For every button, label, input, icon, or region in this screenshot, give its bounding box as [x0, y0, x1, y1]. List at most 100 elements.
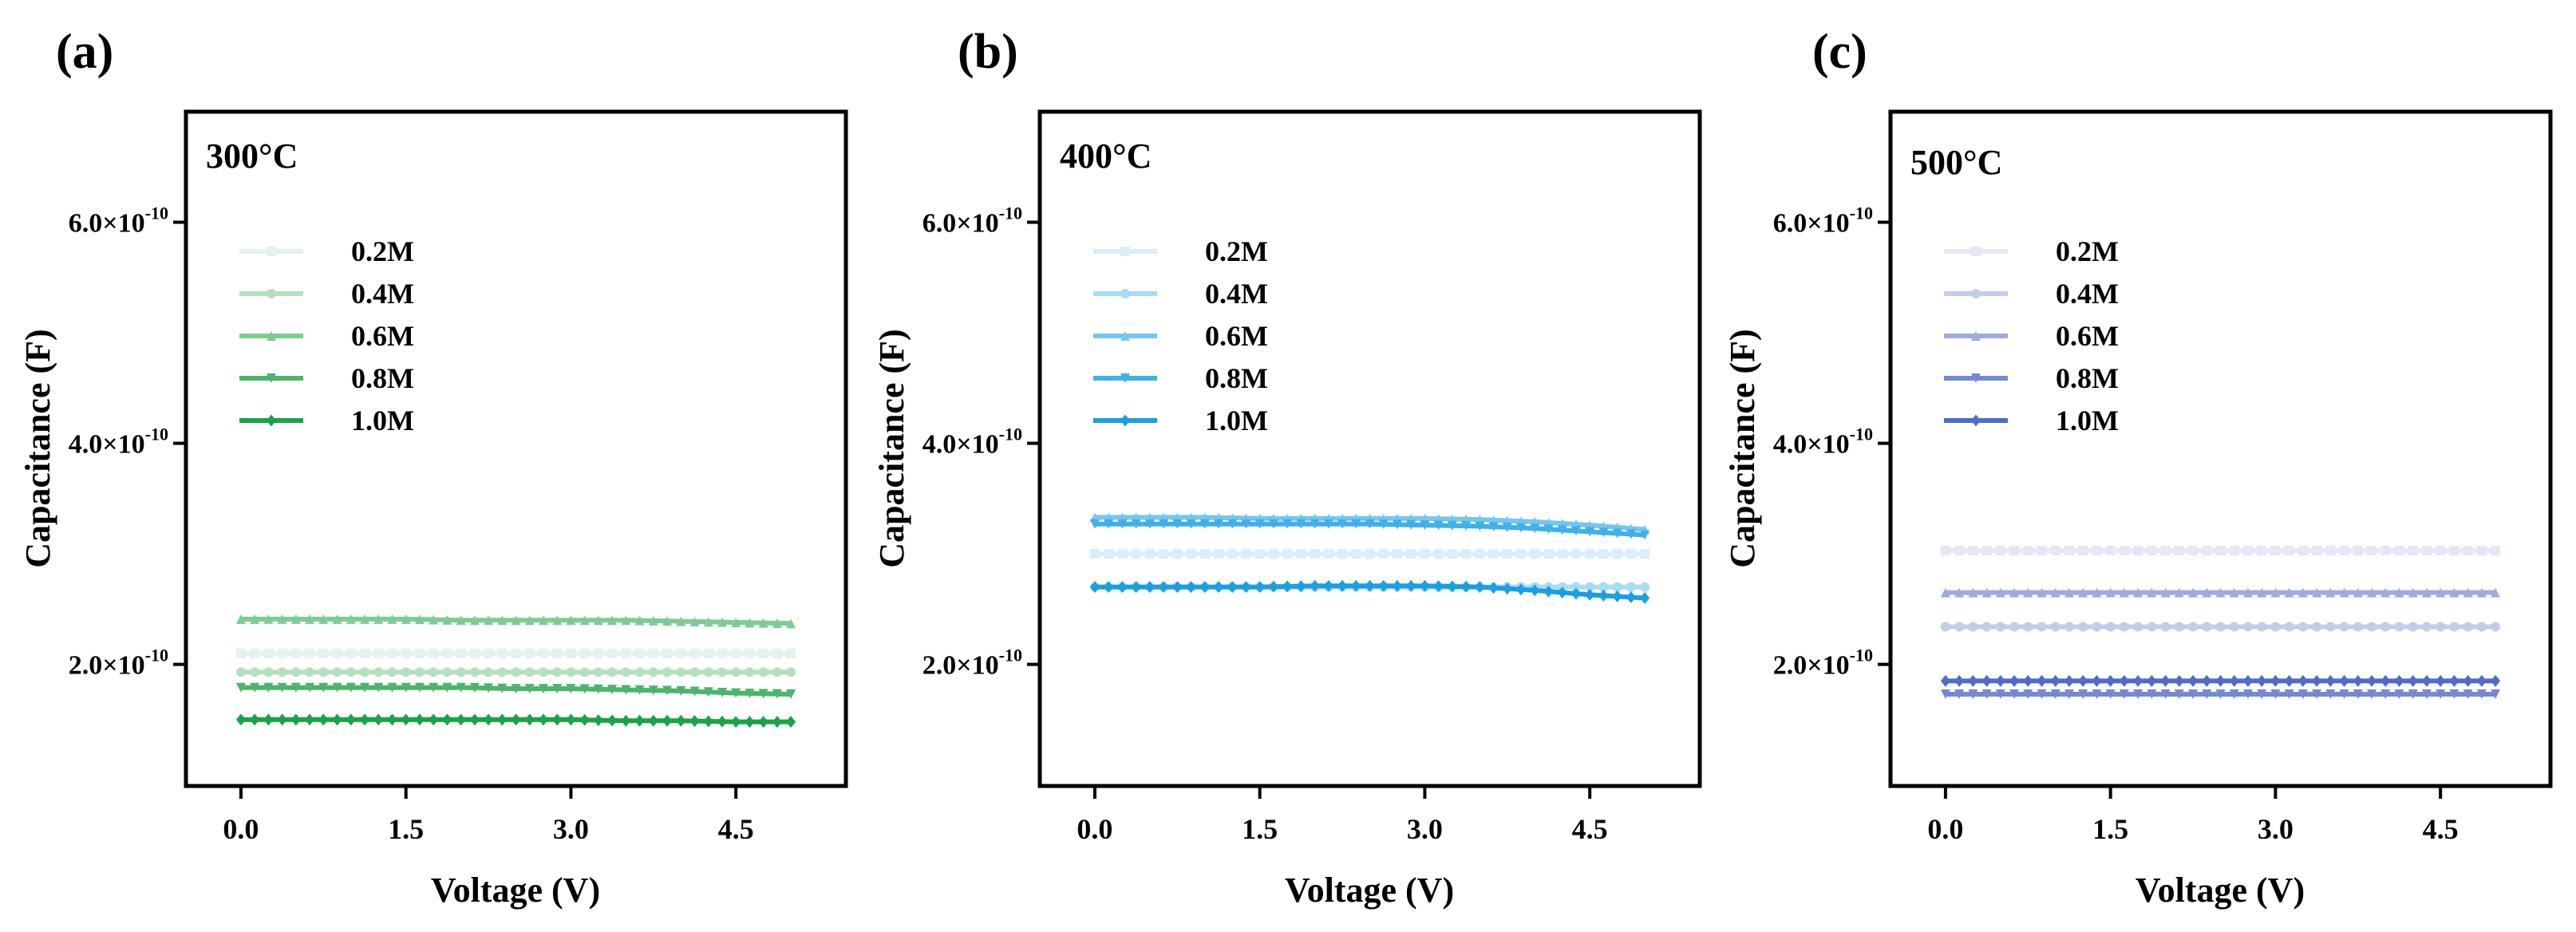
data-point: [1543, 524, 1554, 535]
legend-entry-label: 1.0M: [2056, 405, 2119, 436]
data-point: [745, 618, 755, 628]
x-tick-label: 1.5: [2092, 813, 2128, 845]
data-point: [2037, 689, 2047, 700]
data-point: [2325, 689, 2336, 700]
legend-entry-label: 0.8M: [2056, 362, 2119, 394]
data-point: [2297, 689, 2308, 700]
data-point: [1516, 583, 1527, 596]
data-point: [786, 689, 796, 700]
data-point: [745, 716, 755, 729]
data-point: [1268, 519, 1278, 529]
data-point: [2257, 622, 2267, 632]
series-group: [1940, 545, 2501, 700]
data-point: [634, 615, 645, 626]
data-point: [1310, 549, 1320, 559]
data-point: [2160, 587, 2171, 598]
data-point: [1612, 549, 1622, 559]
data-point: [373, 648, 384, 658]
data-point: [2463, 545, 2473, 555]
data-point: [235, 614, 246, 624]
y-tick-label: 6.0×10-10: [69, 203, 168, 239]
data-point: [1940, 545, 1950, 555]
data-point: [1954, 689, 1965, 700]
y-tick-times: ×10: [1807, 209, 1849, 239]
data-point: [2064, 622, 2074, 632]
data-point: [2476, 674, 2487, 687]
data-point: [497, 713, 508, 726]
data-point: [2421, 674, 2432, 687]
data-point: [1406, 549, 1416, 559]
legend-marker: [267, 289, 276, 298]
data-point: [634, 714, 645, 727]
data-point: [2092, 622, 2102, 632]
data-point: [1310, 519, 1320, 529]
data-point: [2023, 674, 2033, 687]
data-point: [2394, 545, 2404, 555]
plot-frame: [1888, 109, 2553, 788]
data-point: [1172, 581, 1183, 594]
data-point: [2297, 622, 2308, 632]
data-point: [250, 713, 260, 726]
data-point: [442, 667, 452, 677]
data-point: [2367, 622, 2377, 632]
data-point: [1557, 586, 1567, 599]
y-tick-exponent: -10: [1850, 203, 1873, 223]
data-point: [346, 614, 356, 624]
data-point: [2297, 545, 2308, 555]
data-point: [2339, 545, 2349, 555]
data-point: [648, 714, 658, 727]
data-point: [2394, 622, 2404, 632]
data-point: [2380, 689, 2391, 700]
data-point: [2078, 587, 2088, 598]
data-point: [1516, 523, 1527, 533]
data-point: [263, 713, 274, 726]
data-point: [2325, 545, 2336, 555]
x-tick-label: 1.5: [388, 813, 424, 845]
data-point: [786, 618, 796, 629]
x-axis-label: Voltage (V): [2135, 871, 2305, 910]
data-point: [1570, 582, 1581, 592]
data-point: [305, 667, 315, 677]
data-point: [346, 648, 356, 658]
data-point: [456, 615, 466, 626]
data-point: [1475, 549, 1485, 559]
data-point: [2202, 545, 2212, 555]
data-point: [689, 686, 700, 697]
data-point: [1186, 549, 1196, 559]
x-tick-label: 3.0: [553, 813, 589, 845]
data-point: [2160, 545, 2171, 555]
legend-marker: [1971, 247, 1981, 256]
data-point: [387, 648, 397, 658]
data-point: [2229, 689, 2239, 700]
data-point: [2119, 545, 2129, 555]
data-point: [1213, 581, 1223, 594]
data-point: [621, 685, 631, 695]
legend-swatches: [1093, 247, 1157, 427]
data-point: [1144, 519, 1155, 529]
data-point: [731, 688, 741, 698]
data-point: [1995, 545, 2005, 555]
data-point: [1995, 689, 2005, 700]
data-point: [305, 682, 315, 693]
data-point: [332, 614, 342, 624]
data-point: [607, 667, 618, 677]
data-point: [2160, 689, 2171, 700]
data-point: [1310, 579, 1320, 592]
data-point: [1282, 519, 1293, 529]
data-point: [662, 648, 673, 658]
data-point: [250, 648, 260, 658]
data-point: [359, 667, 369, 677]
data-point: [648, 667, 658, 677]
data-point: [346, 713, 356, 726]
temperature-label: 400°C: [1060, 136, 1152, 176]
data-point: [332, 713, 342, 726]
data-point: [2270, 622, 2281, 632]
y-tick-mantissa: 6.0: [1773, 209, 1808, 239]
data-point: [1186, 519, 1196, 529]
data-point: [2202, 689, 2212, 700]
data-point: [1475, 521, 1485, 531]
data-point: [1241, 519, 1251, 529]
data-point: [1570, 587, 1581, 600]
data-point: [2050, 622, 2060, 632]
